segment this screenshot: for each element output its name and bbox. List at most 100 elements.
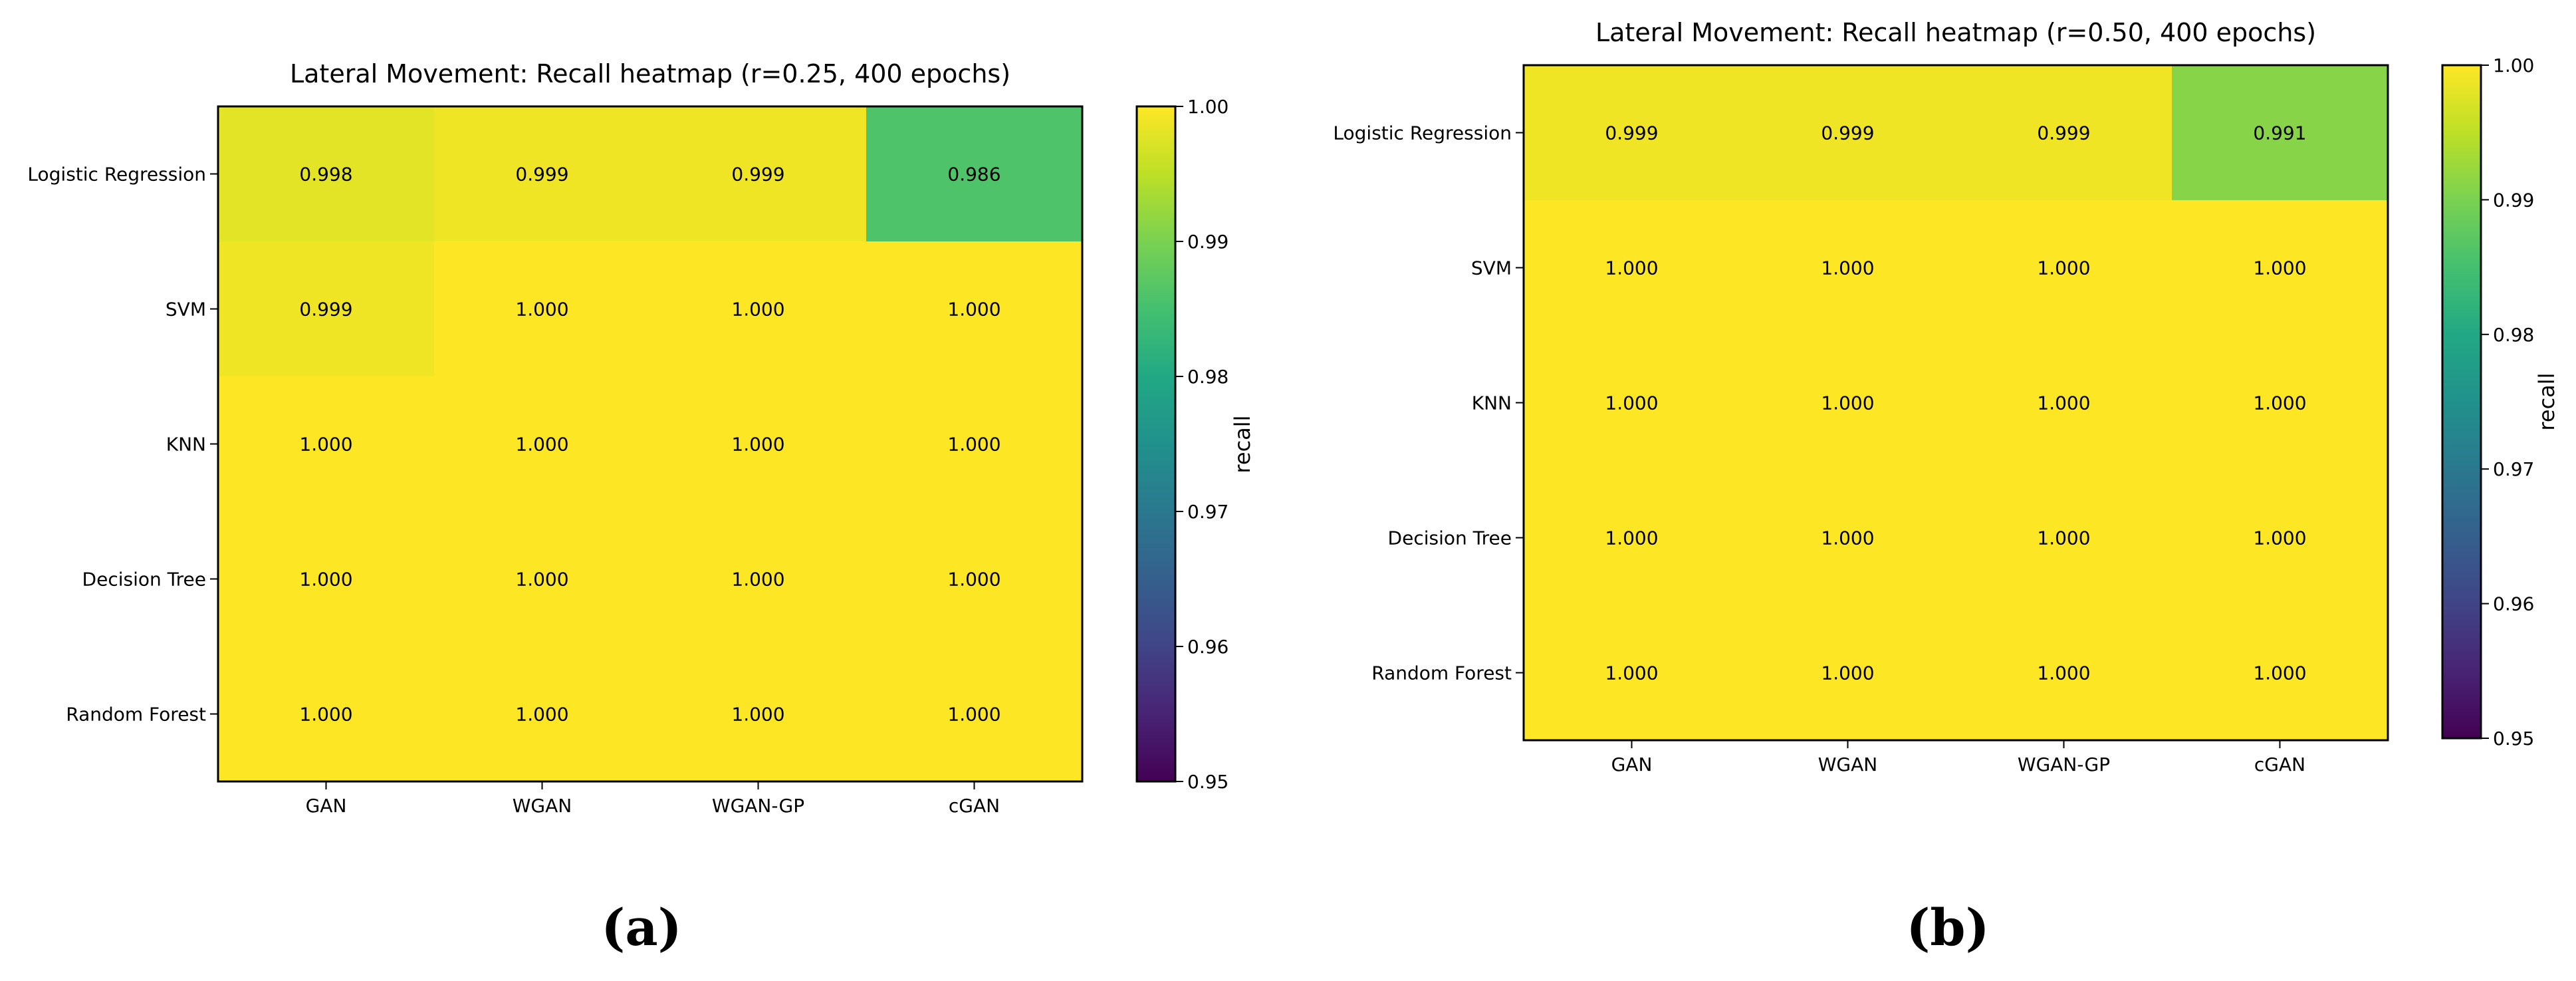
cell-value-label: 0.999 [1821, 122, 1874, 144]
cell-value-label: 1.000 [299, 569, 352, 591]
cell-value-label: 1.000 [299, 704, 352, 726]
cell-value-label: 1.000 [1821, 392, 1874, 414]
column-tick-label: WGAN [1818, 754, 1877, 775]
cell-value-label: 0.991 [2253, 122, 2306, 144]
cell-value-label: 1.000 [731, 569, 784, 591]
heatmap-cell [650, 106, 866, 241]
heatmap-cell [1740, 200, 1956, 335]
heatmap-cell [866, 376, 1082, 511]
cell-value-label: 0.998 [299, 164, 352, 186]
heatmap-cell [218, 241, 434, 376]
heatmap-cell [434, 646, 650, 781]
row-tick-label: Random Forest [1371, 662, 1512, 684]
colorbar-tick-label: 1.00 [1187, 96, 1229, 118]
colorbar-tick-label: 0.97 [2493, 458, 2534, 480]
cell-value-label: 1.000 [1821, 662, 1874, 684]
row-tick-label: SVM [1471, 257, 1512, 279]
row-tick-label: Decision Tree [1388, 527, 1512, 549]
heatmap-cell [2172, 200, 2388, 335]
heatmap-cell [2172, 470, 2388, 605]
heatmap-cell [1956, 65, 2172, 200]
heatmap-cell [434, 511, 650, 646]
cell-value-label: 1.000 [947, 299, 1000, 321]
cell-value-label: 1.000 [947, 704, 1000, 726]
heatmap-cell [2172, 335, 2388, 470]
cell-value-label: 1.000 [1605, 662, 1658, 684]
cell-value-label: 1.000 [2037, 392, 2090, 414]
heatmap-cell [1956, 335, 2172, 470]
row-tick-label: Random Forest [66, 704, 206, 726]
cell-value-label: 1.000 [1605, 392, 1658, 414]
column-tick-label: cGAN [2254, 754, 2305, 775]
cell-value-label: 1.000 [1605, 257, 1658, 279]
colorbar-tick-label: 0.98 [1187, 366, 1229, 388]
row-tick-label: Decision Tree [82, 569, 206, 591]
cell-value-label: 1.000 [515, 569, 568, 591]
heatmap-cell [218, 106, 434, 241]
cell-value-label: 1.000 [515, 299, 568, 321]
colorbar [1135, 105, 1177, 783]
heatmap-cell [1740, 605, 1956, 740]
colorbar-tick-label: 0.99 [2493, 189, 2534, 211]
colorbar-tick-label: 0.99 [1187, 231, 1229, 253]
cell-value-label: 0.999 [731, 164, 784, 186]
column-tick-label: cGAN [949, 795, 1000, 817]
column-tick-label: WGAN [513, 795, 572, 817]
heatmap-cell [650, 241, 866, 376]
heatmap-cell [1740, 335, 1956, 470]
cell-value-label: 0.986 [947, 164, 1000, 186]
colorbar-tick-label: 0.96 [1187, 636, 1229, 658]
cell-value-label: 0.999 [1605, 122, 1658, 144]
heatmap-cell [866, 241, 1082, 376]
colorbar-tick-label: 0.98 [2493, 324, 2534, 346]
heatmap-cell [866, 511, 1082, 646]
heatmap-cell [434, 106, 650, 241]
heatmap-cell [866, 106, 1082, 241]
colorbar [2441, 64, 2482, 740]
colorbar-tick-label: 0.97 [1187, 501, 1229, 523]
cell-value-label: 1.000 [2253, 392, 2306, 414]
chart-title: Lateral Movement: Recall heatmap (r=0.50… [1595, 18, 2316, 47]
heatmap-cell [650, 511, 866, 646]
cell-value-label: 0.999 [515, 164, 568, 186]
column-tick-label: GAN [1611, 754, 1653, 775]
panel-a-label: (a) [601, 898, 682, 957]
cell-value-label: 1.000 [2253, 257, 2306, 279]
colorbar-label: recall [1230, 415, 1255, 473]
heatmap-cell [2172, 65, 2388, 200]
cell-value-label: 1.000 [2037, 662, 2090, 684]
heatmap-cell [1524, 605, 1740, 740]
cell-value-label: 1.000 [2037, 257, 2090, 279]
heatmap-cell [650, 376, 866, 511]
cell-value-label: 1.000 [947, 434, 1000, 456]
cell-value-label: 1.000 [299, 434, 352, 456]
heatmap-cell [1956, 470, 2172, 605]
heatmap-cell [434, 376, 650, 511]
chart-title: Lateral Movement: Recall heatmap (r=0.25… [290, 59, 1010, 88]
heatmap-cell [1524, 65, 1740, 200]
heatmap-panel-0: Lateral Movement: Recall heatmap (r=0.25… [27, 59, 1255, 817]
cell-value-label: 0.999 [2037, 122, 2090, 144]
heatmap-cell [1956, 605, 2172, 740]
colorbar-label: recall [2534, 372, 2559, 430]
colorbar-tick-label: 1.00 [2493, 55, 2534, 76]
cell-value-label: 1.000 [731, 704, 784, 726]
cell-value-label: 0.999 [299, 299, 352, 321]
heatmap-cell [866, 646, 1082, 781]
heatmap-cell [434, 241, 650, 376]
cell-value-label: 1.000 [2037, 527, 2090, 549]
cell-value-label: 1.000 [2253, 662, 2306, 684]
row-tick-label: SVM [166, 299, 206, 321]
heatmap-cell [1740, 65, 1956, 200]
heatmap-cell [2172, 605, 2388, 740]
cell-value-label: 1.000 [731, 434, 784, 456]
heatmap-cell [650, 646, 866, 781]
column-tick-label: WGAN-GP [712, 795, 804, 817]
heatmap-panel-1: Lateral Movement: Recall heatmap (r=0.50… [1333, 18, 2559, 775]
heatmap-cell [1524, 470, 1740, 605]
colorbar-tick-label: 0.95 [2493, 728, 2534, 750]
panel-b-label: (b) [1906, 898, 1990, 957]
colorbar-tick-label: 0.96 [2493, 593, 2534, 615]
cell-value-label: 1.000 [515, 704, 568, 726]
heatmap-cell [1524, 200, 1740, 335]
